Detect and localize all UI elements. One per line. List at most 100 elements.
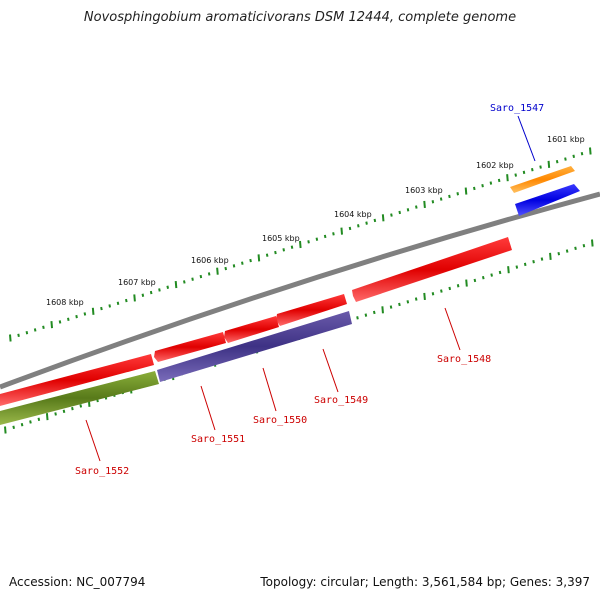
outer-major-tick: [257, 254, 261, 262]
inner-minor-tick: [71, 406, 74, 411]
outer-minor-tick: [207, 272, 211, 276]
feature-saro-1550[interactable]: [224, 316, 279, 343]
feature-saro-1548[interactable]: [352, 237, 512, 302]
outer-minor-tick: [456, 192, 460, 196]
inner-minor-tick: [456, 284, 460, 288]
feature-saro-1547-reverse[interactable]: [515, 184, 580, 216]
kbp-labels: 1601 kbp 1602 kbp 1603 kbp 1604 kbp 1605…: [46, 135, 585, 307]
outer-minor-tick: [125, 298, 128, 303]
gene-label-saro-1547[interactable]: Saro_1547: [490, 103, 544, 114]
outer-minor-tick: [274, 250, 277, 255]
outer-minor-tick: [439, 197, 443, 201]
gene-label-saro-1549[interactable]: Saro_1549: [314, 395, 368, 406]
feature-saro-1547-forward[interactable]: [510, 166, 575, 193]
inner-minor-tick: [406, 300, 410, 304]
outer-major-tick: [91, 307, 95, 315]
feature-saro-1552[interactable]: [0, 354, 154, 406]
outer-major-tick: [216, 267, 219, 275]
kbp-label-1602: 1602 kbp: [476, 161, 514, 170]
gene-label-saro-1552[interactable]: Saro_1552: [75, 466, 129, 477]
genome-backbone: [0, 191, 600, 390]
gene-label-saro-1548[interactable]: Saro_1548: [437, 354, 491, 365]
kbp-label-1606: 1606 kbp: [191, 256, 229, 265]
inner-major-tick: [45, 413, 49, 421]
topology-summary: Topology: circular; Length: 3,561,584 bp…: [260, 575, 590, 589]
outer-major-tick: [506, 174, 509, 182]
outer-minor-tick: [42, 325, 45, 330]
feature-purple-block[interactable]: [157, 311, 352, 382]
outer-minor-tick: [67, 317, 70, 321]
kbp-label-1601: 1601 kbp: [547, 135, 585, 144]
outer-major-tick: [589, 147, 592, 155]
inner-major-tick: [549, 252, 552, 260]
inner-minor-tick: [582, 243, 586, 248]
outer-major-tick: [340, 227, 344, 235]
outer-minor-tick: [489, 181, 493, 185]
kbp-label-1608: 1608 kbp: [46, 298, 84, 307]
feature-saro-1551[interactable]: [154, 332, 226, 362]
outer-minor-tick: [75, 314, 78, 319]
outer-minor-tick: [191, 277, 194, 281]
outer-major-tick: [464, 187, 468, 195]
outer-minor-tick: [357, 224, 360, 228]
inner-minor-tick: [62, 409, 66, 413]
outer-minor-tick: [149, 290, 153, 295]
inner-minor-tick: [515, 265, 519, 269]
outer-minor-tick: [564, 157, 567, 161]
outer-minor-tick: [539, 165, 542, 169]
outer-minor-tick: [158, 288, 161, 292]
outer-minor-tick: [332, 232, 335, 236]
outer-minor-tick: [572, 154, 576, 159]
outer-minor-tick: [100, 306, 103, 311]
inner-minor-tick: [54, 412, 57, 416]
outer-minor-tick: [323, 234, 327, 239]
outer-tick-track: [9, 147, 592, 342]
inner-minor-tick: [356, 316, 359, 320]
outer-major-tick: [381, 214, 385, 222]
inner-major-tick: [507, 266, 510, 274]
inner-minor-tick: [389, 305, 393, 309]
outer-minor-tick: [33, 328, 37, 332]
outer-major-tick: [423, 200, 426, 209]
outer-minor-tick: [17, 333, 20, 338]
outer-minor-tick: [514, 173, 518, 177]
inner-minor-tick: [20, 422, 24, 427]
outer-minor-tick: [473, 186, 476, 191]
outer-minor-tick: [522, 170, 526, 175]
outer-minor-tick: [580, 151, 584, 156]
inner-minor-tick: [574, 246, 577, 251]
gene-label-saro-1551[interactable]: Saro_1551: [191, 434, 245, 445]
gene-label-connectors: [85, 115, 536, 462]
inner-minor-tick: [565, 249, 569, 253]
feature-olive-block[interactable]: [0, 371, 159, 425]
kbp-label-1607: 1607 kbp: [118, 278, 156, 287]
outer-major-tick: [50, 321, 54, 329]
inner-minor-tick: [440, 289, 443, 293]
inner-minor-tick: [431, 292, 435, 296]
inner-minor-tick: [532, 260, 535, 264]
outer-minor-tick: [141, 293, 145, 297]
outer-minor-tick: [232, 264, 236, 268]
inner-minor-tick: [37, 417, 41, 422]
outer-minor-tick: [116, 301, 120, 305]
inner-minor-tick: [79, 404, 83, 408]
outer-major-tick: [547, 160, 551, 168]
gene-label-saro-1550[interactable]: Saro_1550: [253, 415, 307, 426]
outer-minor-tick: [83, 312, 87, 316]
feature-saro-1549[interactable]: [276, 294, 347, 326]
outer-minor-tick: [481, 184, 484, 188]
inner-major-tick: [4, 426, 7, 434]
inner-minor-tick: [372, 310, 376, 315]
outer-minor-tick: [531, 168, 534, 172]
inner-minor-tick: [364, 313, 368, 317]
outer-minor-tick: [365, 221, 368, 225]
outer-minor-tick: [390, 213, 393, 217]
outer-minor-tick: [415, 205, 418, 209]
inner-minor-tick: [498, 270, 502, 275]
inner-minor-tick: [490, 273, 493, 277]
outer-minor-tick: [398, 210, 402, 215]
outer-minor-tick: [199, 274, 203, 279]
kbp-label-1605: 1605 kbp: [262, 234, 300, 243]
inner-minor-tick: [398, 302, 401, 307]
